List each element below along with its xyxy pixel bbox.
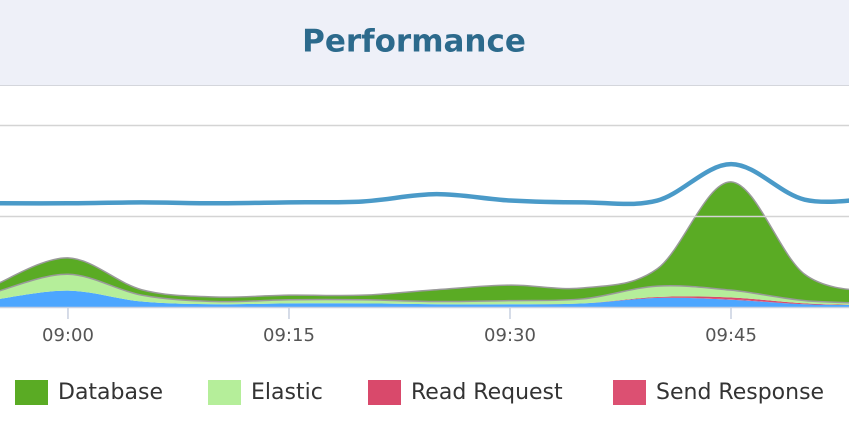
legend-label: Read Request bbox=[411, 380, 563, 405]
area bbox=[0, 274, 849, 305]
legend-label: Elastic bbox=[251, 380, 323, 405]
chart-title: Performance bbox=[302, 24, 526, 60]
line bbox=[0, 161, 849, 207]
x-tick-label: 09:45 bbox=[705, 325, 757, 346]
legend-label: Send Response bbox=[656, 380, 824, 405]
header bbox=[0, 0, 849, 85]
legend-swatch bbox=[368, 380, 401, 405]
x-tick-label: 09:30 bbox=[484, 325, 536, 346]
legend-swatch bbox=[15, 380, 48, 405]
legend-label: Database bbox=[58, 380, 163, 405]
legend-swatch bbox=[208, 380, 241, 405]
area bbox=[0, 290, 849, 308]
x-tick-label: 09:15 bbox=[263, 325, 315, 346]
plot-area bbox=[0, 161, 849, 308]
area bbox=[0, 181, 849, 304]
legend-swatch bbox=[613, 380, 646, 405]
x-tick-label: 09:00 bbox=[42, 325, 94, 346]
